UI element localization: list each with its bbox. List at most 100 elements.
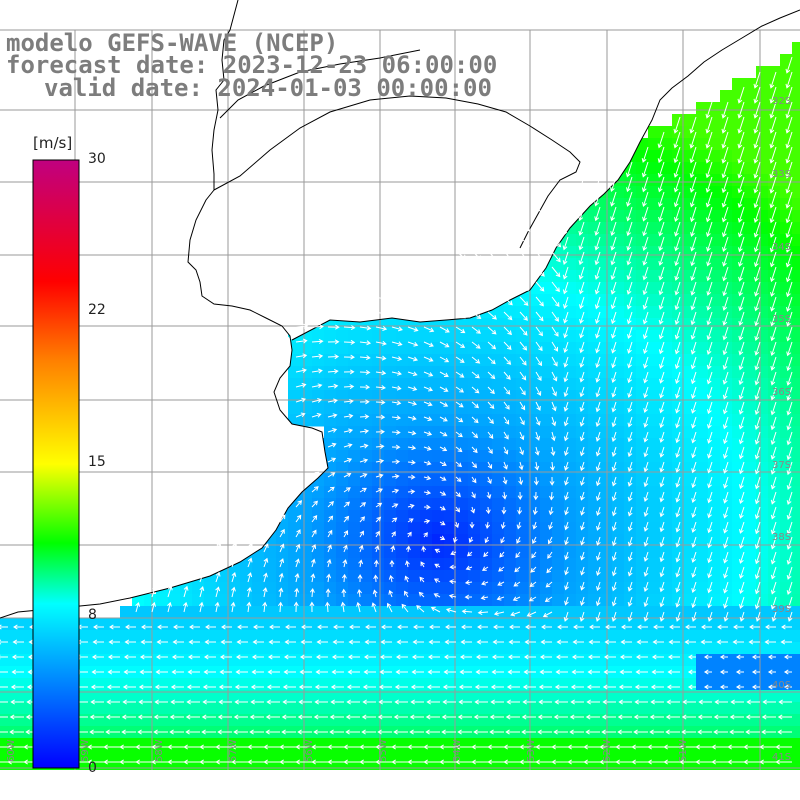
wind-arrow: [199, 759, 216, 765]
speed-cell: [492, 570, 505, 583]
speed-cell: [156, 630, 169, 643]
wind-arrow: [407, 503, 415, 509]
wind-arrow: [457, 729, 472, 735]
wind-arrow: [689, 146, 697, 164]
wind-arrow: [620, 639, 632, 645]
speed-cell: [396, 618, 409, 631]
wind-arrow: [721, 101, 729, 119]
speed-cell: [600, 522, 613, 535]
speed-cell: [720, 546, 733, 559]
wind-arrow: [723, 551, 729, 564]
wind-arrow: [659, 356, 665, 370]
speed-cell: [552, 294, 565, 307]
speed-cell: [660, 498, 673, 511]
speed-cell: [576, 354, 589, 367]
wind-arrow: [745, 729, 760, 735]
wind-arrow: [471, 759, 488, 765]
wind-arrow: [643, 416, 649, 428]
speed-cell: [456, 486, 469, 499]
speed-cell: [360, 570, 373, 583]
wind-arrow: [535, 266, 545, 277]
speed-cell: [792, 138, 800, 151]
speed-cell: [300, 714, 313, 727]
speed-cell: [744, 714, 757, 727]
wind-arrow: [674, 341, 681, 355]
speed-cell: [516, 378, 529, 391]
wind-arrow: [754, 536, 761, 550]
wind-arrow: [139, 654, 152, 660]
speed-cell: [672, 270, 685, 283]
wind-arrow: [658, 281, 665, 296]
wind-arrow: [611, 551, 617, 562]
speed-cell: [492, 690, 505, 703]
wind-arrow: [722, 401, 729, 415]
wind-arrow: [215, 759, 232, 765]
wind-arrow: [283, 669, 296, 675]
wind-arrow: [315, 669, 328, 675]
speed-cell: [180, 594, 193, 607]
wind-arrow: [251, 669, 264, 675]
wind-arrow: [139, 669, 152, 675]
wind-arrow: [279, 514, 286, 523]
wind-arrow: [721, 146, 729, 164]
wind-arrow: [723, 461, 729, 474]
wind-arrow: [459, 669, 472, 675]
wind-arrow: [91, 654, 104, 660]
speed-cell: [96, 678, 109, 691]
speed-cell: [396, 534, 409, 547]
wind-arrow: [423, 504, 431, 510]
wind-arrow: [455, 431, 463, 438]
wind-arrow: [563, 326, 569, 339]
wind-arrow: [393, 714, 408, 720]
speed-cell: [432, 594, 445, 607]
wind-arrow: [673, 131, 681, 149]
wind-arrow: [770, 386, 777, 401]
wind-arrow: [659, 476, 665, 488]
speed-cell: [648, 258, 661, 271]
wind-arrow: [674, 251, 681, 267]
speed-cell: [516, 750, 529, 763]
speed-cell: [648, 582, 661, 595]
wind-arrow: [475, 669, 488, 675]
wind-arrow: [455, 296, 467, 304]
wind-arrow: [551, 431, 556, 442]
speed-cell: [192, 642, 205, 655]
wind-arrow: [691, 581, 697, 594]
speed-cell: [720, 642, 733, 655]
wind-arrow: [578, 266, 585, 280]
wind-arrow: [551, 371, 558, 382]
wind-arrow: [665, 729, 680, 735]
wind-arrow: [627, 341, 633, 354]
speed-cell: [432, 582, 445, 595]
wind-arrow: [713, 729, 728, 735]
wind-arrow: [667, 669, 680, 675]
speed-cell: [708, 138, 721, 151]
wind-arrow: [567, 759, 584, 765]
speed-cell: [636, 354, 649, 367]
wind-arrow: [610, 221, 617, 237]
speed-cell: [732, 222, 745, 235]
speed-cell: [420, 450, 433, 463]
speed-cell: [660, 630, 673, 643]
speed-cell: [624, 534, 637, 547]
speed-cell: [672, 570, 685, 583]
speed-cell: [744, 378, 757, 391]
wind-arrow: [535, 431, 541, 441]
wind-arrow: [0, 670, 8, 674]
speed-cell: [564, 234, 577, 247]
wind-arrow: [157, 624, 168, 630]
speed-cell: [696, 162, 709, 175]
wind-arrow: [659, 431, 665, 443]
wind-arrow: [663, 759, 680, 765]
wind-arrow: [658, 191, 665, 208]
wind-arrow: [471, 326, 481, 334]
speed-cell: [648, 354, 661, 367]
speed-cell: [192, 702, 205, 715]
speed-cell: [408, 414, 421, 427]
speed-cell: [636, 750, 649, 763]
wind-arrow: [690, 296, 697, 311]
speed-cell: [456, 390, 469, 403]
speed-cell: [528, 318, 541, 331]
speed-cell: [636, 258, 649, 271]
wind-arrow: [754, 326, 761, 342]
